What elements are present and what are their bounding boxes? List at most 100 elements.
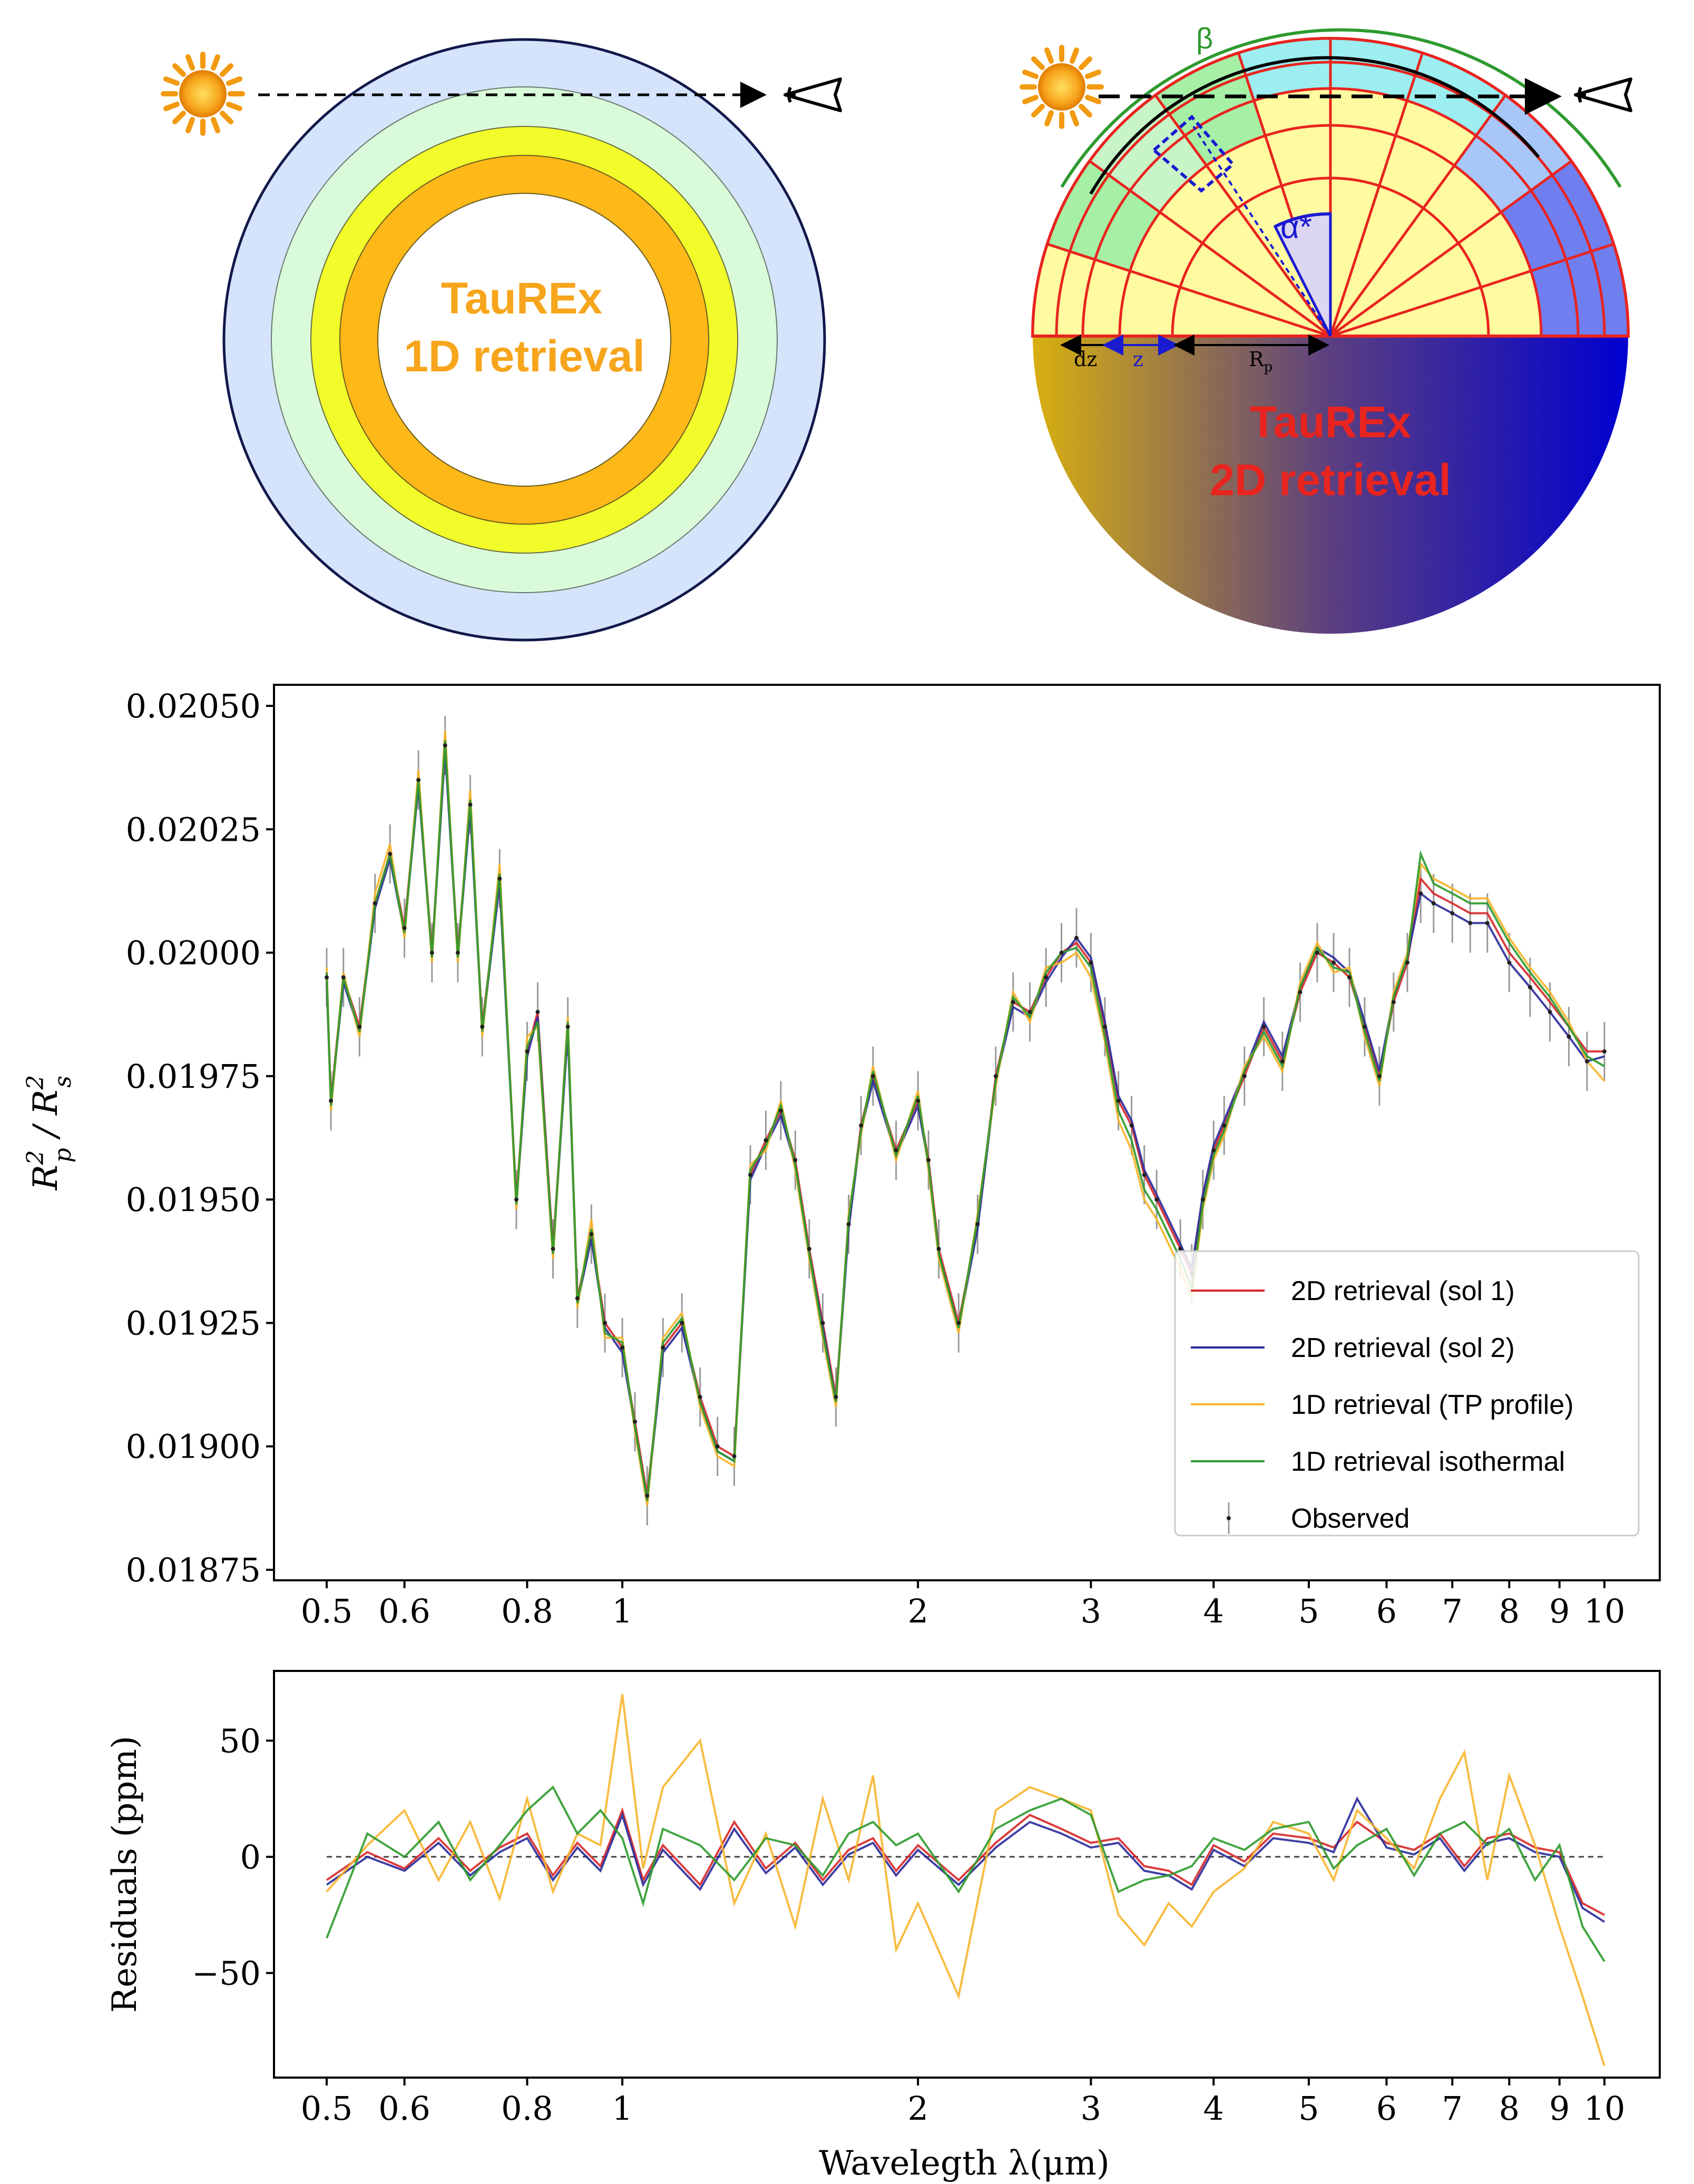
diagram-2d-label-line2: 2D retrieval xyxy=(1210,455,1451,505)
observed-point xyxy=(1548,1010,1552,1015)
observed-point xyxy=(916,1098,921,1103)
spectrum-y-ticks: 0.02050 0.02025 0.02000 0.01975 0.01950 0.019… xyxy=(126,687,274,1589)
observed-point xyxy=(748,1173,753,1177)
y-tick-label: 0.01950 xyxy=(126,1180,261,1219)
sector-boundary xyxy=(1329,52,1424,337)
observed-point xyxy=(1280,1059,1285,1064)
atmosphere-cell xyxy=(1476,114,1552,191)
ring-core xyxy=(377,193,671,487)
alpha-arc xyxy=(1274,212,1331,228)
observed-point xyxy=(1211,1148,1216,1153)
atmosphere-cell xyxy=(1109,114,1185,191)
observed-point xyxy=(926,1158,931,1163)
observed-point xyxy=(1200,1197,1205,1202)
observed-point xyxy=(1527,985,1532,990)
observed-point xyxy=(1485,921,1490,926)
atmosphere-cell xyxy=(1531,259,1578,336)
atmosphere-cell xyxy=(1246,62,1330,101)
y-tick-label: 0.01975 xyxy=(126,1057,261,1096)
observed-point xyxy=(514,1197,518,1202)
atmosphere-grid xyxy=(1031,37,1630,338)
legend-marker-icon xyxy=(1227,1516,1231,1520)
atmosphere-cell xyxy=(1531,175,1591,260)
atmosphere-cell xyxy=(1155,53,1246,115)
atmosphere-cell xyxy=(1407,75,1492,136)
observed-point xyxy=(715,1444,720,1449)
y-tick-label: −50 xyxy=(192,1954,261,1992)
atmosphere-cell xyxy=(1330,88,1407,136)
observed-point xyxy=(551,1246,555,1251)
atmosphere-cell xyxy=(1095,190,1160,271)
observed-point xyxy=(620,1345,625,1350)
observed-point xyxy=(1242,1074,1247,1078)
residuals-x-ticks: 0.5 0.6 0.8 1 2 3 4 5 6 7 8 9 10 xyxy=(301,2078,1626,2128)
observed-point xyxy=(468,802,473,807)
observed-points xyxy=(325,743,1607,1498)
x-tick-label: 1 xyxy=(612,2089,632,2128)
x-tick-label: 5 xyxy=(1298,1592,1319,1630)
spectrum-x-ticks: 0.5 0.6 0.8 1 2 3 4 5 6 7 8 9 10 xyxy=(301,1580,1625,1630)
x-tick-label: 9 xyxy=(1549,1592,1570,1630)
y-tick-label: 0.01900 xyxy=(126,1428,261,1466)
atmosphere-cell xyxy=(1184,101,1266,166)
observed-point xyxy=(1377,1074,1382,1078)
spectrum-panel: 0.02050 0.02025 0.02000 0.01975 0.01950 0.019… xyxy=(22,684,1661,1630)
sector-boundary xyxy=(1154,94,1332,337)
observed-point xyxy=(1102,1025,1107,1029)
sector-boundary xyxy=(1046,243,1331,338)
sector-boundary xyxy=(1329,160,1572,338)
observed-point xyxy=(793,1158,798,1163)
x-tick-label: 10 xyxy=(1584,2089,1626,2128)
observed-point xyxy=(661,1345,665,1350)
observed-point xyxy=(1142,1173,1147,1177)
sun-icon xyxy=(1020,45,1104,129)
observed-point xyxy=(1405,960,1409,965)
atmosphere-cell xyxy=(1265,125,1330,186)
diagram-1d-label-line2: 1D retrieval xyxy=(404,331,645,381)
residual-line xyxy=(326,1796,1605,1923)
x-tick-label: 0.6 xyxy=(378,1592,430,1630)
observed-point xyxy=(1116,1098,1121,1103)
x-tick-label: 1 xyxy=(612,1592,632,1630)
x-tick-label: 0.8 xyxy=(501,2089,553,2128)
observed-point xyxy=(480,1025,485,1029)
observed-point xyxy=(975,1222,980,1226)
diagram-1d-label-line1: TauREx xyxy=(441,273,603,323)
residual-series xyxy=(326,1694,1605,2067)
observed-point xyxy=(1059,950,1064,955)
x-tick-label: 3 xyxy=(1081,2089,1101,2128)
x-tick-label: 8 xyxy=(1499,2089,1520,2128)
observed-point xyxy=(589,1232,594,1236)
atmosphere-cell xyxy=(1047,161,1109,252)
observed-point xyxy=(443,743,447,747)
observed-point xyxy=(1602,1049,1607,1054)
atmosphere-cell xyxy=(1070,175,1130,260)
diagram-1d: TauREx 1D retrieval xyxy=(161,38,842,642)
observed-point xyxy=(1074,936,1079,940)
series-line xyxy=(326,740,1605,1501)
z-label: z xyxy=(1133,348,1143,371)
x-tick-label: 2 xyxy=(907,2089,928,2128)
sun-icon xyxy=(161,52,245,136)
observed-point xyxy=(535,1010,540,1015)
observed-point xyxy=(575,1296,580,1301)
atmosphere-cell xyxy=(1130,135,1207,212)
x-tick-label: 5 xyxy=(1298,2089,1319,2128)
diagram-2d: β α* dz z Rp TauREx 2D retrieval xyxy=(1020,22,1632,634)
legend-label: Observed xyxy=(1291,1503,1409,1534)
observed-point xyxy=(325,975,329,980)
observed-point xyxy=(859,1123,864,1128)
x-tick-label: 0.5 xyxy=(301,1592,353,1630)
atmosphere-cell xyxy=(1120,271,1180,336)
atmosphere-cell xyxy=(1481,271,1541,336)
y-tick-label: 50 xyxy=(219,1721,261,1760)
observed-point xyxy=(402,926,407,930)
beta-label: β xyxy=(1196,22,1213,55)
observed-point xyxy=(373,901,377,906)
observed-point xyxy=(1584,1059,1589,1064)
atmosphere-cell xyxy=(1330,125,1396,186)
observed-point xyxy=(846,1222,851,1226)
atmosphere-cell xyxy=(1501,190,1566,271)
atmosphere-cell xyxy=(1415,53,1506,115)
